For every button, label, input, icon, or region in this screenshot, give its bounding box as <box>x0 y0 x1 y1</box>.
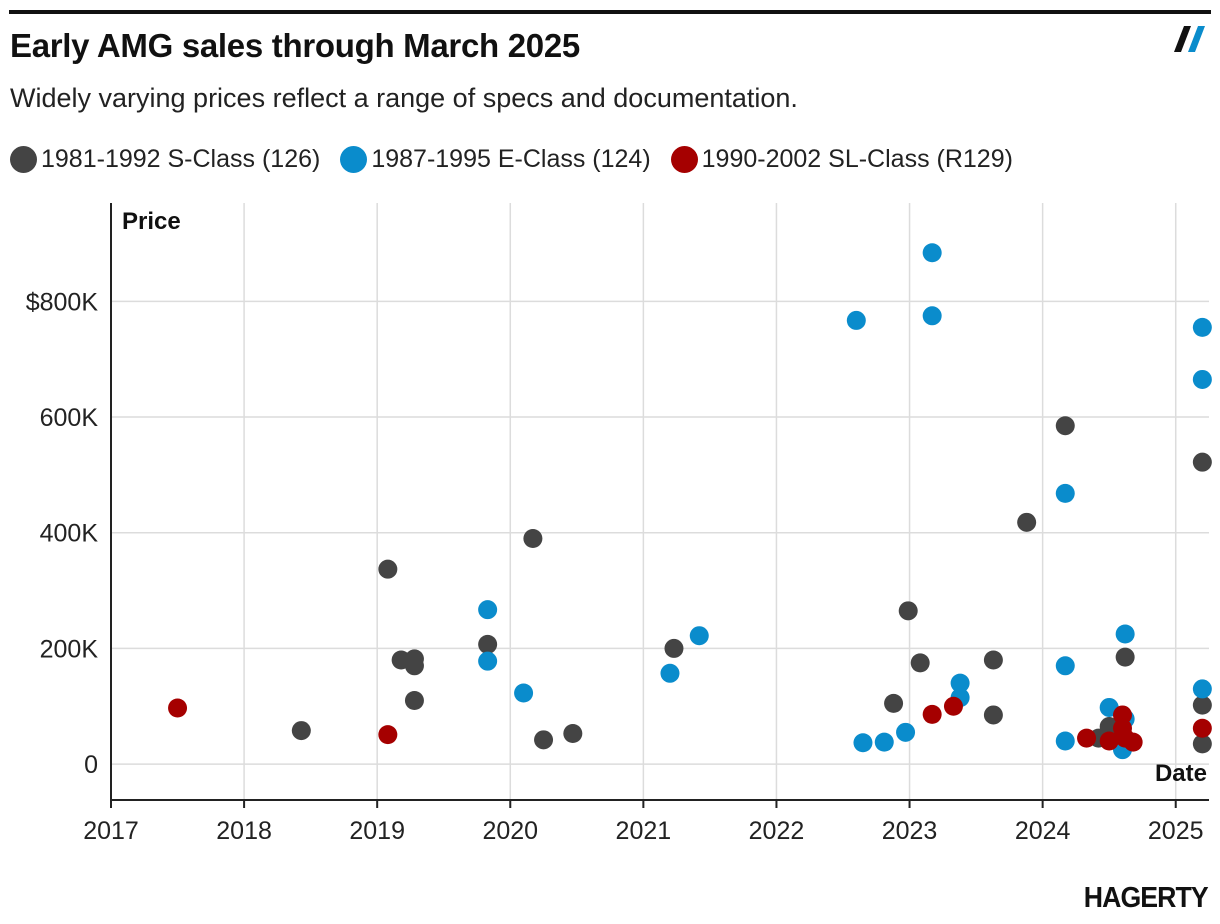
data-point-s-class <box>910 653 930 673</box>
data-point-sl-class <box>1099 731 1119 751</box>
data-point-sl-class <box>1123 732 1143 752</box>
x-tick-label: 2019 <box>349 817 405 845</box>
data-point-e-class <box>950 673 970 693</box>
data-point-e-class <box>1055 483 1075 503</box>
data-point-s-class <box>404 656 424 676</box>
legend-label-e-class: 1987-1995 E-Class (124) <box>371 145 651 173</box>
data-point-e-class <box>1115 624 1135 644</box>
legend-marker-sl-class <box>670 146 698 173</box>
data-point-e-class <box>896 722 916 742</box>
x-tick-label: 2022 <box>749 817 805 845</box>
data-point-sl-class <box>1112 705 1132 725</box>
x-tick-label: 2020 <box>482 817 538 845</box>
legend-item-sl-class: 1990-2002 SL-Class (R129) <box>670 145 1013 174</box>
data-point-sl-class <box>378 725 398 745</box>
data-point-e-class <box>514 683 534 703</box>
data-point-e-class <box>478 651 498 671</box>
data-point-e-class <box>1192 679 1212 699</box>
data-point-s-class <box>478 634 498 654</box>
data-point-e-class <box>1055 731 1075 751</box>
data-point-s-class <box>1115 647 1135 667</box>
y-tick-label: 400K <box>40 520 99 548</box>
data-point-e-class <box>1192 317 1212 337</box>
data-point-e-class <box>922 306 942 326</box>
y-tick-label: 600K <box>40 404 99 432</box>
series-sl-class <box>168 696 1212 752</box>
data-point-e-class <box>922 243 942 263</box>
data-point-e-class <box>660 663 680 683</box>
y-tick-label: 200K <box>40 635 99 663</box>
data-point-s-class <box>1192 734 1212 754</box>
data-point-sl-class <box>1192 718 1212 738</box>
legend: 1981-1992 S-Class (126) 1987-1995 E-Clas… <box>10 145 1033 174</box>
x-tick-label: 2023 <box>882 817 938 845</box>
data-point-s-class <box>983 705 1003 725</box>
legend-item-e-class: 1987-1995 E-Class (124) <box>340 145 651 174</box>
data-point-e-class <box>853 733 873 753</box>
data-point-s-class <box>1192 695 1212 715</box>
y-tick-label: $800K <box>26 288 99 316</box>
x-tick-label: 2025 <box>1148 817 1204 845</box>
legend-item-s-class: 1981-1992 S-Class (126) <box>10 145 320 174</box>
data-point-s-class <box>523 529 543 549</box>
gridlines <box>111 203 1209 800</box>
legend-label-s-class: 1981-1992 S-Class (126) <box>41 145 321 173</box>
data-point-e-class <box>1055 656 1075 676</box>
data-point-s-class <box>884 693 904 713</box>
data-point-s-class <box>291 721 311 741</box>
data-point-e-class <box>874 732 894 752</box>
data-point-s-class <box>1017 512 1037 532</box>
y-tick-label: 0 <box>84 751 98 779</box>
chart-title: Early AMG sales through March 2025 <box>10 27 580 64</box>
data-point-s-class <box>1055 416 1075 436</box>
x-tick-label: 2017 <box>83 817 139 845</box>
x-tick-label: 2018 <box>216 817 272 845</box>
data-point-e-class <box>478 600 498 620</box>
x-tick-label: 2021 <box>616 817 672 845</box>
x-tick-label: 2024 <box>1015 817 1071 845</box>
data-point-sl-class <box>922 704 942 724</box>
data-point-s-class <box>534 730 554 750</box>
hagerty-logo: HAGERTY <box>1083 882 1209 914</box>
data-point-s-class <box>664 638 684 658</box>
data-point-sl-class <box>943 696 963 716</box>
data-point-s-class <box>1192 452 1212 472</box>
series-s-class <box>291 416 1212 754</box>
legend-marker-e-class <box>340 146 368 173</box>
data-point-e-class <box>846 310 866 330</box>
data-point-s-class <box>378 559 398 579</box>
x-axis-title: Date <box>1155 760 1207 787</box>
series-e-class <box>478 243 1212 760</box>
data-point-e-class <box>1192 369 1212 389</box>
data-point-s-class <box>898 601 918 621</box>
top-rule <box>9 10 1211 14</box>
chart-subtitle: Widely varying prices reflect a range of… <box>10 83 798 113</box>
legend-label-sl-class: 1990-2002 SL-Class (R129) <box>701 145 1013 173</box>
data-point-s-class <box>563 723 583 743</box>
data-point-sl-class <box>168 698 188 718</box>
data-point-s-class <box>404 691 424 710</box>
data-point-e-class <box>689 626 709 646</box>
data-point-s-class <box>983 650 1003 670</box>
hagerty-slash-icon <box>1174 26 1205 52</box>
legend-marker-s-class <box>10 146 37 173</box>
data-point-sl-class <box>1077 728 1097 748</box>
y-axis-title: Price <box>122 208 181 235</box>
